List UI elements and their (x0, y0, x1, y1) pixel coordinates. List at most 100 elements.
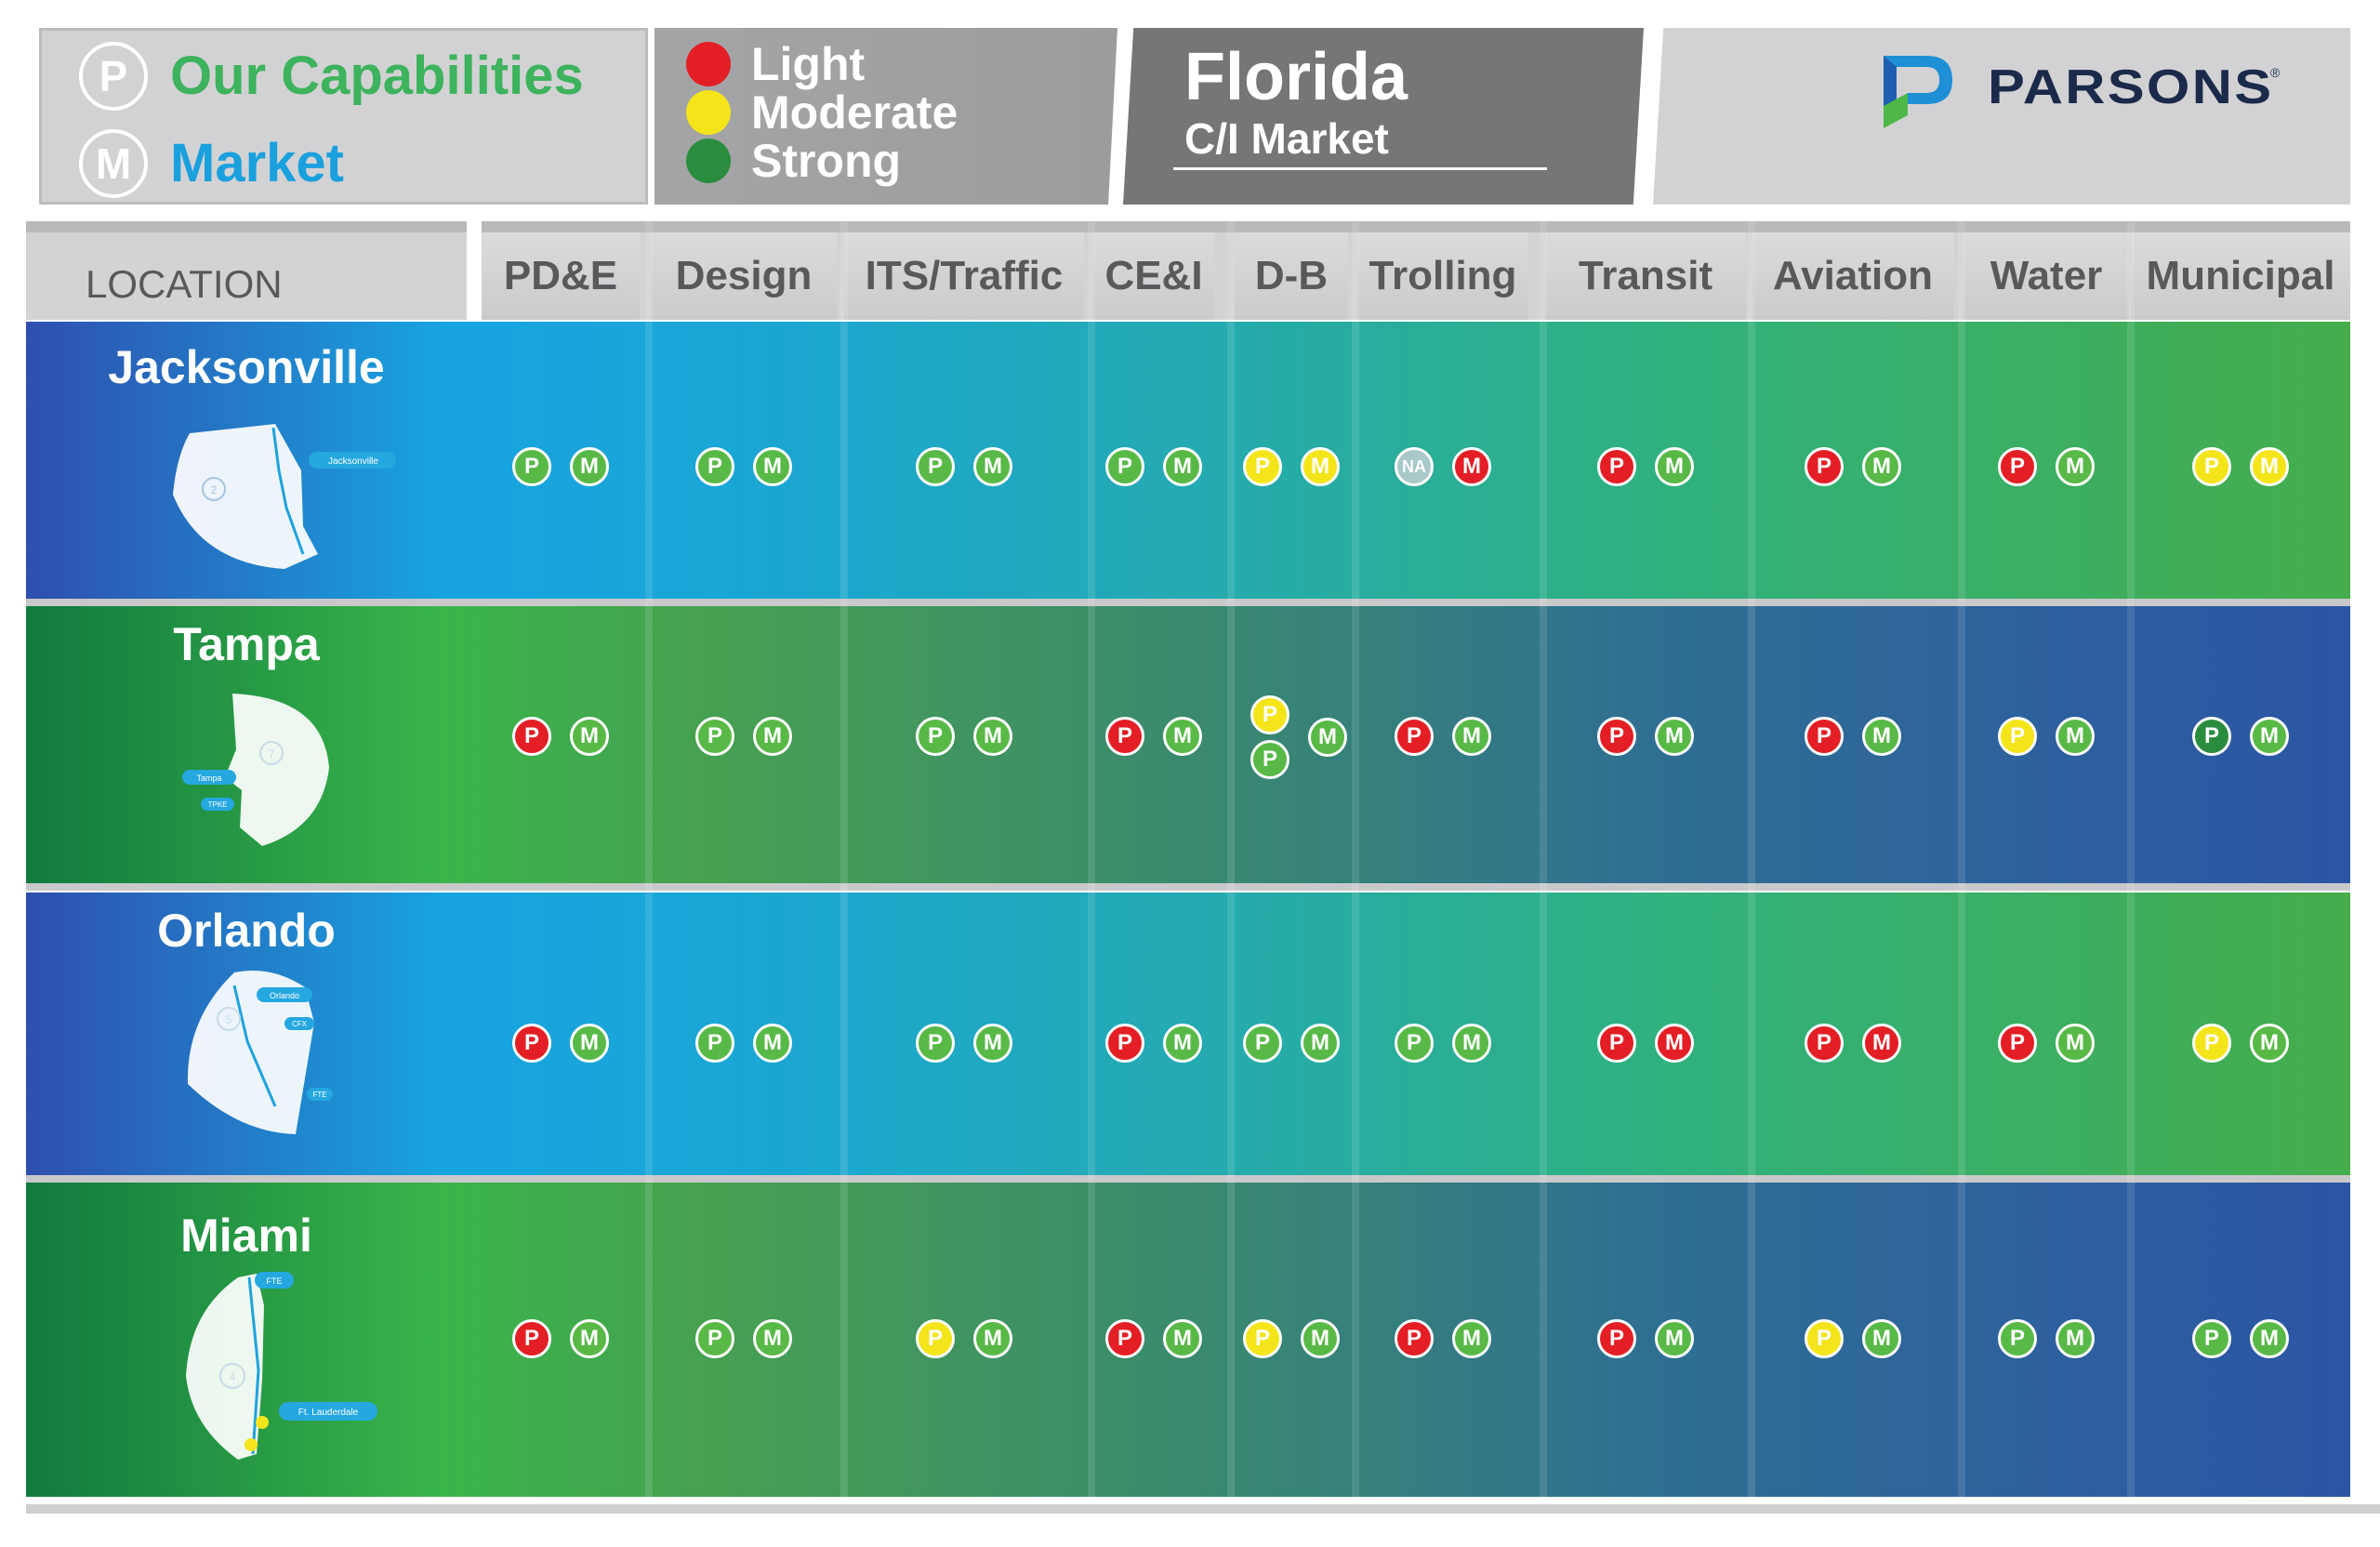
status-light-label: Light (751, 38, 866, 90)
legend-capabilities-label: Our Capabilities (170, 46, 584, 106)
tampa-map-icon: 7 Tampa TPKE (182, 694, 329, 846)
capability-p-icon: P (1250, 740, 1289, 779)
parsons-logo-icon (1884, 56, 1952, 128)
green-dot-icon (686, 139, 731, 183)
market-m-icon: M (1163, 1319, 1202, 1358)
title-underline (1173, 167, 1547, 170)
market-m-icon: M (1655, 1024, 1694, 1063)
market-m-icon: M (1862, 1319, 1901, 1358)
capability-p-icon: P (695, 1024, 734, 1063)
market-m-icon: M (753, 717, 792, 756)
column-header-1: Design (651, 221, 837, 320)
capability-p-icon: P (512, 1024, 551, 1063)
capability-p-icon: P (1597, 447, 1636, 486)
column-separator (840, 221, 848, 1497)
location-name: Jacksonville (108, 341, 385, 393)
page-subtitle: C/I Market (1184, 114, 1389, 163)
na-icon: NA (1395, 447, 1434, 486)
capability-p-icon: P (916, 447, 955, 486)
tampa-map-district: 7 (269, 747, 275, 760)
status-moderate: Moderate (686, 89, 958, 136)
market-m-icon: M (1163, 717, 1202, 756)
market-m-icon: M (1655, 717, 1694, 756)
rating-cell: NA M (1395, 447, 1491, 486)
capability-p-icon: P (1395, 717, 1434, 756)
capability-p-icon: P (1805, 447, 1844, 486)
column-header-3: CE&I (1093, 221, 1214, 320)
market-m-icon: M (570, 447, 609, 486)
market-m-icon: M (2056, 447, 2095, 486)
market-m-icon: M (2250, 1024, 2289, 1063)
location-header: LOCATION (26, 221, 467, 320)
market-m-icon: M (570, 1024, 609, 1063)
location-header-label: LOCATION (86, 262, 283, 306)
market-m-icon: M (973, 1024, 1012, 1063)
market-m-icon: M (570, 1319, 609, 1358)
market-m-icon: M (1301, 1024, 1340, 1063)
market-m-icon: M (1655, 447, 1694, 486)
column-header-5: Trolling (1357, 221, 1528, 320)
column-header-9: Municipal (2131, 221, 2350, 320)
row-divider (26, 883, 2350, 891)
column-separator (2127, 221, 2135, 1497)
column-separator (1958, 221, 1965, 1497)
capability-p-icon: P (1805, 1024, 1844, 1063)
market-m-icon: M (2250, 447, 2289, 486)
status-legend: Light Moderate Strong (654, 28, 1117, 205)
capability-p-icon: P (695, 1319, 734, 1358)
capability-p-icon: P (1998, 1024, 2037, 1063)
market-m-icon: M (2056, 1024, 2095, 1063)
capability-p-icon: P (1998, 1319, 2037, 1358)
column-header-7: Aviation (1752, 221, 1954, 320)
miami-map-road: FTE (267, 1276, 283, 1286)
status-strong-label: Strong (751, 135, 902, 187)
capability-p-icon: P (1105, 717, 1144, 756)
capability-p-icon: P (1243, 447, 1282, 486)
market-m-icon: M (1862, 1024, 1901, 1063)
column-separator (1227, 221, 1235, 1497)
capability-p-icon: P (1805, 717, 1844, 756)
capability-p-icon: P (1243, 1024, 1282, 1063)
legend-capabilities: P Our Capabilities (79, 42, 584, 111)
location-name: Miami (180, 1210, 312, 1262)
market-m-icon: M (1301, 1319, 1340, 1358)
market-m-icon: M (1655, 1319, 1694, 1358)
capability-p-icon: P (1597, 1319, 1636, 1358)
logo-wordmark: PARSONS (1988, 60, 2274, 114)
capability-p-icon: P (1998, 717, 2037, 756)
tampa-map-road: TPKE (208, 800, 228, 809)
logo-registered-mark: ® (2270, 65, 2281, 80)
market-m-icon: M (1301, 447, 1340, 486)
status-moderate-label: Moderate (751, 86, 959, 139)
capability-p-icon: P (2192, 447, 2231, 486)
column-header-0: PD&E (482, 221, 640, 320)
column-header-2: ITS/Traffic (844, 221, 1084, 320)
yellow-dot-icon (686, 90, 731, 135)
market-m-icon: M (1163, 1024, 1202, 1063)
capability-p-icon: P (2192, 1319, 2231, 1358)
bottom-rule (26, 1504, 2380, 1514)
parsons-p-icon: P (79, 42, 148, 111)
column-separator (1352, 221, 1359, 1497)
market-m-icon: M (2250, 717, 2289, 756)
miami-map-label: Ft. Lauderdale (298, 1408, 359, 1418)
market-m-icon: M (2056, 717, 2095, 756)
market-m-icon: M (570, 717, 609, 756)
capability-p-icon: P (1250, 695, 1289, 734)
red-dot-icon (686, 42, 731, 86)
